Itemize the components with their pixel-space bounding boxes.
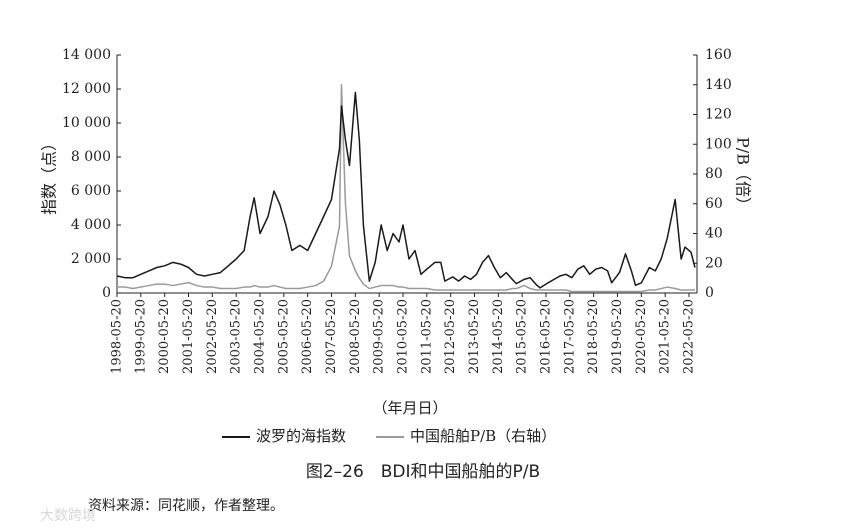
x-tick-label: 2005-05-20 <box>276 299 291 374</box>
x-tick-label: 2022-05-20 <box>681 299 696 374</box>
x-tick-label: 2019-05-20 <box>610 299 625 374</box>
x-tick-label: 2000-05-20 <box>157 299 172 374</box>
y2-tick-label: 120 <box>705 107 732 123</box>
x-axis-label: （年月日） <box>372 399 447 417</box>
y2-tick-label: 20 <box>705 255 723 271</box>
x-tick-label: 2012-05-20 <box>443 299 458 374</box>
y2-tick-label: 0 <box>705 285 714 301</box>
y2-tick-label: 140 <box>705 77 732 93</box>
y-tick-label: 0 <box>102 285 111 301</box>
legend-label: 中国船舶P/B（右轴） <box>410 427 556 445</box>
x-tick-label: 2008-05-20 <box>348 299 363 374</box>
x-tick-label: 2021-05-20 <box>658 299 673 374</box>
x-tick-label: 2003-05-20 <box>229 299 244 374</box>
x-tick-label: 2020-05-20 <box>634 299 649 374</box>
x-tick-label: 2014-05-20 <box>491 299 506 374</box>
x-tick-label: 2016-05-20 <box>539 299 554 374</box>
x-tick-label: 2009-05-20 <box>372 299 387 374</box>
x-tick-label: 1999-05-20 <box>133 299 148 374</box>
watermark: 大数跨境 <box>40 508 96 524</box>
caption: 图2–26 BDI和中国船舶的P/B <box>306 462 540 482</box>
x-tick-label: 2010-05-20 <box>395 299 410 374</box>
y2-tick-label: 60 <box>705 196 723 212</box>
y2-tick-label: 100 <box>705 136 732 152</box>
y-tick-label: 10 000 <box>62 115 111 131</box>
y2-tick-label: 80 <box>705 166 723 182</box>
x-tick-label: 2017-05-20 <box>562 299 577 374</box>
x-tick-label: 2018-05-20 <box>586 299 601 374</box>
y2-axis-label: P/B（倍） <box>734 137 753 213</box>
y-tick-label: 14 000 <box>62 47 111 63</box>
x-tick-label: 2002-05-20 <box>205 299 220 374</box>
y-tick-label: 12 000 <box>62 81 111 97</box>
x-tick-label: 2001-05-20 <box>181 299 196 374</box>
series-line <box>116 91 696 289</box>
y2-tick-label: 40 <box>705 226 723 242</box>
x-tick-label: 2004-05-20 <box>253 299 268 374</box>
x-tick-label: 2006-05-20 <box>300 299 315 374</box>
y-tick-label: 6 000 <box>71 183 111 199</box>
x-tick-label: 2013-05-20 <box>467 299 482 374</box>
y-tick-label: 4 000 <box>71 217 111 233</box>
x-tick-label: 1998-05-20 <box>110 299 125 374</box>
y-tick-label: 2 000 <box>71 251 111 267</box>
y-axis-label: 指数（点） <box>40 135 59 215</box>
y2-tick-label: 160 <box>705 47 732 63</box>
y-tick-label: 8 000 <box>71 149 111 165</box>
series-line <box>117 84 695 293</box>
x-tick-label: 2007-05-20 <box>324 299 339 374</box>
legend-label: 波罗的海指数 <box>256 427 346 445</box>
x-tick-label: 2011-05-20 <box>419 299 434 374</box>
x-tick-label: 2015-05-20 <box>515 299 530 374</box>
source: 资料来源：同花顺，作者整理。 <box>88 498 284 514</box>
